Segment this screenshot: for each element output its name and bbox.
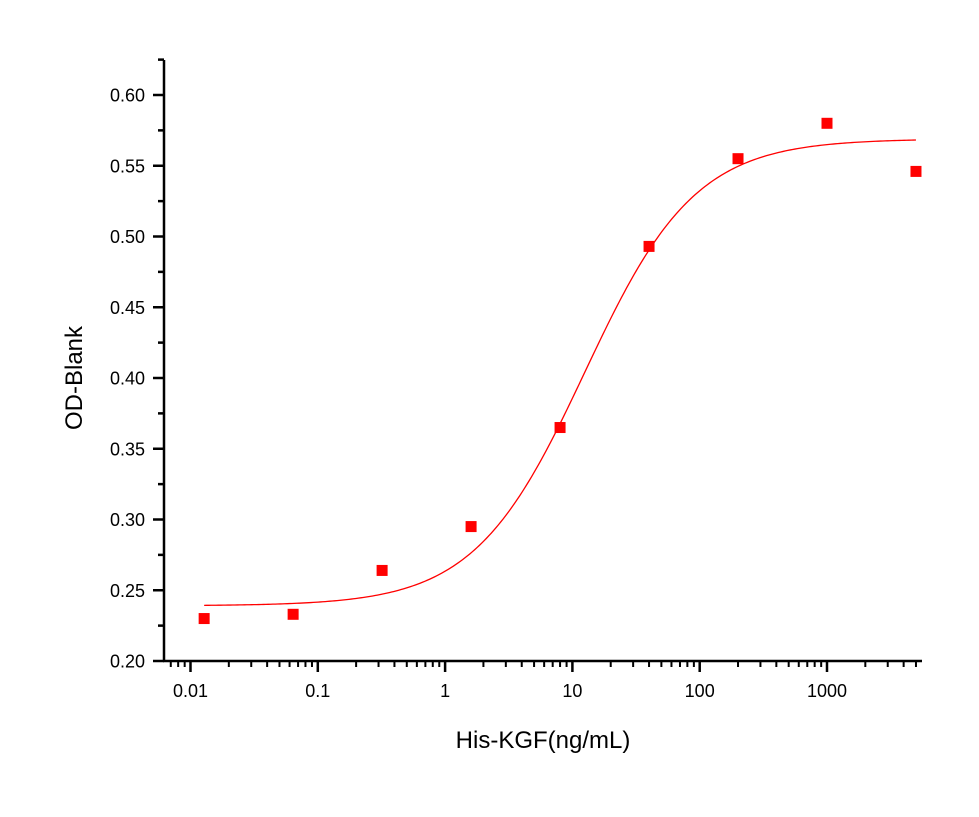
axes bbox=[162, 60, 922, 663]
x-tick-label: 1000 bbox=[807, 681, 847, 701]
x-tick-label: 0.1 bbox=[305, 681, 330, 701]
data-point-marker bbox=[821, 117, 833, 129]
data-point-marker bbox=[732, 153, 744, 165]
data-point-marker bbox=[554, 422, 566, 434]
data-points bbox=[198, 117, 922, 625]
y-tick-label: 0.25 bbox=[110, 581, 145, 601]
x-tick-label: 0.01 bbox=[173, 681, 208, 701]
y-tick-label: 0.30 bbox=[110, 510, 145, 530]
y-tick-label: 0.40 bbox=[110, 369, 145, 389]
y-tick-label: 0.20 bbox=[110, 652, 145, 672]
x-tick-label: 1 bbox=[440, 681, 450, 701]
data-point-marker bbox=[198, 613, 210, 625]
fit-curve bbox=[204, 139, 916, 606]
data-point-marker bbox=[287, 608, 299, 620]
fit-curve-line bbox=[204, 139, 916, 606]
y-axis-ticks: 0.20 0.25 0.30 0.35 0.40 0.45 0.50 0.55 0.60 bbox=[110, 58, 164, 672]
x-tick-label: 10 bbox=[562, 681, 582, 701]
y-tick-label: 0.50 bbox=[110, 227, 145, 247]
data-point-marker bbox=[465, 521, 477, 533]
x-axis-title: His-KGF(ng/mL) bbox=[456, 727, 631, 754]
y-tick-label: 0.45 bbox=[110, 298, 145, 318]
y-tick-label: 0.60 bbox=[110, 86, 145, 106]
y-tick-label: 0.35 bbox=[110, 439, 145, 459]
data-point-marker bbox=[376, 564, 388, 576]
x-tick-label: 100 bbox=[685, 681, 715, 701]
data-point-marker bbox=[910, 165, 922, 177]
y-axis-title: OD-Blank bbox=[61, 325, 88, 430]
y-tick-label: 0.55 bbox=[110, 156, 145, 176]
data-point-marker bbox=[643, 240, 655, 252]
x-axis-ticks: 0.01 0.1 1 10 100 1000 bbox=[169, 661, 917, 701]
